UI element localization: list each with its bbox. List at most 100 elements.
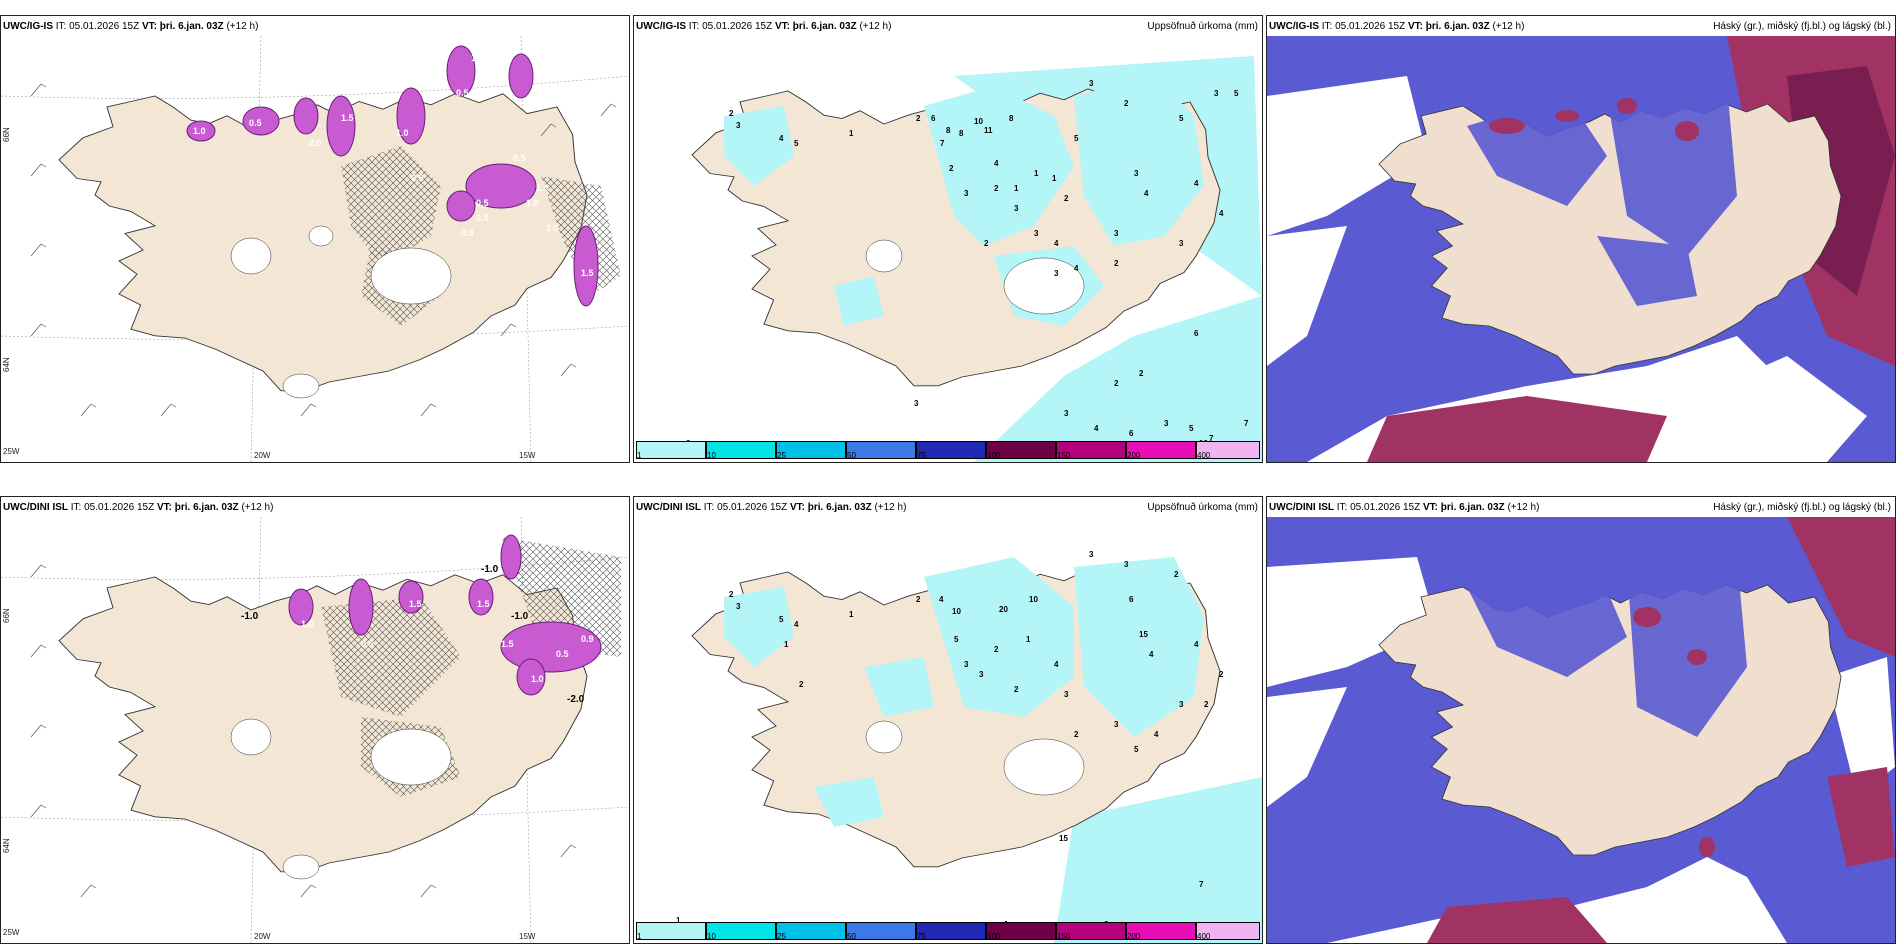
svg-text:3: 3 [1179, 239, 1184, 248]
svg-text:0.5: 0.5 [456, 88, 469, 98]
svg-text:3: 3 [979, 670, 984, 679]
model-name: UWC/IG-IS [3, 21, 53, 32]
svg-text:2.0: 2.0 [309, 138, 322, 148]
svg-text:2: 2 [729, 109, 734, 118]
svg-text:10: 10 [974, 117, 983, 126]
svg-text:2: 2 [1014, 685, 1019, 694]
svg-text:2: 2 [1219, 670, 1224, 679]
svg-text:3: 3 [1014, 204, 1019, 213]
svg-text:2: 2 [949, 164, 954, 173]
svg-text:0.5: 0.5 [476, 198, 489, 208]
svg-text:3: 3 [1054, 269, 1059, 278]
svg-text:1.0: 1.0 [193, 126, 206, 136]
svg-text:3: 3 [1214, 89, 1219, 98]
svg-text:10: 10 [952, 607, 961, 616]
colorbar-tick: 25 [777, 451, 786, 460]
cloud-panel-top: UWC/IG-IS IT: 05.01.2026 15Z VT: þri. 6.… [1266, 15, 1896, 463]
svg-text:5: 5 [1189, 424, 1194, 433]
svg-text:5: 5 [1234, 89, 1239, 98]
colorbar-tick: 400 [1197, 451, 1211, 460]
svg-text:1: 1 [849, 610, 854, 619]
svg-text:66N: 66N [2, 127, 11, 142]
svg-text:6: 6 [931, 114, 936, 123]
svg-text:3: 3 [1034, 229, 1039, 238]
svg-text:5: 5 [794, 139, 799, 148]
svg-text:0.5: 0.5 [361, 639, 374, 649]
svg-text:64N: 64N [2, 838, 11, 853]
svg-text:6: 6 [1129, 429, 1134, 438]
svg-text:3: 3 [736, 602, 741, 611]
svg-text:3: 3 [736, 121, 741, 130]
svg-text:0.9: 0.9 [581, 634, 594, 644]
svg-text:1: 1 [676, 916, 681, 925]
svg-text:-1.0: -1.0 [511, 611, 529, 622]
svg-text:20: 20 [999, 605, 1008, 614]
svg-text:1.0: 1.0 [301, 619, 314, 629]
colorbar-swatch [636, 441, 706, 459]
svg-text:4: 4 [1149, 650, 1154, 659]
svg-text:4: 4 [1074, 264, 1079, 273]
colorbar-swatch [846, 441, 916, 459]
svg-text:25W: 25W [3, 928, 20, 937]
svg-text:15W: 15W [519, 451, 536, 460]
svg-text:0.5: 0.5 [476, 213, 489, 223]
svg-text:1: 1 [1026, 635, 1031, 644]
svg-text:5: 5 [779, 615, 784, 624]
colorbar-tick: 150 [1057, 451, 1071, 460]
svg-text:3: 3 [1089, 79, 1094, 88]
svg-text:0.3: 0.3 [461, 228, 474, 238]
svg-text:3: 3 [964, 660, 969, 669]
colorbar-swatch [916, 922, 986, 940]
svg-text:2: 2 [994, 184, 999, 193]
svg-text:4: 4 [1054, 239, 1059, 248]
svg-text:4: 4 [1194, 640, 1199, 649]
svg-text:15W: 15W [519, 932, 536, 941]
svg-text:4: 4 [1194, 179, 1199, 188]
colorbar-swatch [986, 922, 1056, 940]
colorbar-swatch [1196, 922, 1260, 940]
panel-header: UWC/IG-IS IT: 05.01.2026 15Z VT: þri. 6.… [636, 21, 1258, 32]
precip-title: Uppsöfnuð úrkoma (mm) [1147, 21, 1258, 32]
svg-text:20W: 20W [254, 451, 271, 460]
colorbar-swatch [776, 441, 846, 459]
cloud-panel-bottom: UWC/DINI ISL IT: 05.01.2026 15Z VT: þri.… [1266, 496, 1896, 944]
colorbar-swatch [846, 922, 916, 940]
svg-text:3: 3 [1179, 700, 1184, 709]
svg-text:2: 2 [916, 114, 921, 123]
svg-text:4: 4 [779, 134, 784, 143]
cloud-title: Háský (gr.), miðský (fj.bl.) og lágský (… [1713, 502, 1891, 513]
svg-text:4: 4 [939, 595, 944, 604]
colorbar-tick: 50 [847, 451, 856, 460]
svg-text:7: 7 [940, 139, 945, 148]
svg-text:15: 15 [1139, 630, 1148, 639]
wind-map: -1.0 -1.0 -1.0 -2.0 1.5 1.0 1.5 0.5 1.0 … [1, 517, 629, 943]
svg-text:7: 7 [1199, 880, 1204, 889]
panel-header: UWC/IG-IS IT: 05.01.2026 15Z VT: þri. 6.… [1269, 21, 1891, 32]
svg-text:-1.0: -1.0 [241, 611, 259, 622]
svg-text:6: 6 [1129, 595, 1134, 604]
svg-text:1.0: 1.0 [546, 223, 559, 233]
colorbar-tick: 1 [637, 451, 642, 460]
wind-map: 1.0 0.5 2.0 1.5 1.0 0.5 0.5 1.0 0.5 1.0 … [1, 36, 629, 462]
svg-text:3: 3 [914, 399, 919, 408]
colorbar-tick: 200 [1127, 451, 1141, 460]
svg-text:25W: 25W [3, 447, 20, 456]
svg-text:2: 2 [799, 680, 804, 689]
wind-panel-bottom: UWC/DINI ISL IT: 05.01.2026 15Z VT: þri.… [0, 496, 630, 944]
svg-text:1.5: 1.5 [581, 268, 594, 278]
cloud-map [1267, 36, 1895, 462]
panel-header: UWC/DINI ISL IT: 05.01.2026 15Z VT: þri.… [1269, 502, 1891, 513]
svg-text:4: 4 [794, 620, 799, 629]
svg-text:1.0: 1.0 [531, 674, 544, 684]
colorbar-tick: 100 [987, 451, 1001, 460]
svg-text:2: 2 [1174, 570, 1179, 579]
svg-text:5: 5 [1179, 114, 1184, 123]
svg-text:5: 5 [954, 635, 959, 644]
svg-text:8: 8 [959, 129, 964, 138]
colorbar-swatch [1126, 441, 1196, 459]
svg-text:2: 2 [1114, 379, 1119, 388]
svg-text:2: 2 [916, 595, 921, 604]
svg-text:5: 5 [1134, 745, 1139, 754]
svg-text:1: 1 [1052, 174, 1057, 183]
